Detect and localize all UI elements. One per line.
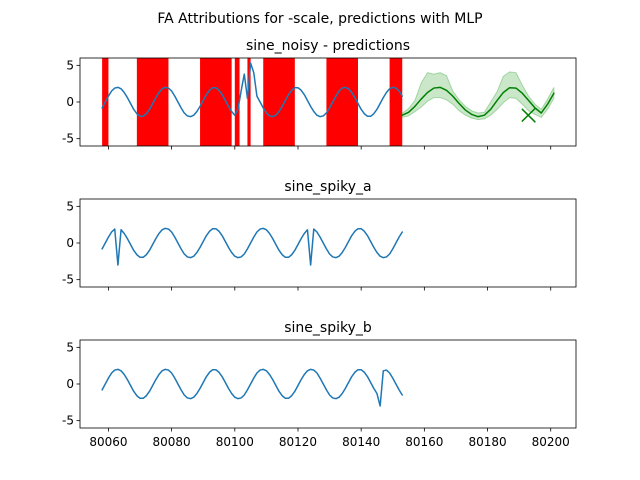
series-line: [101, 227, 403, 266]
series-line: [101, 62, 403, 118]
y-tick-label: 0: [66, 95, 74, 109]
x-tick-label: 80120: [279, 435, 317, 449]
x-tick-label: 80200: [532, 435, 570, 449]
attribution-band: [263, 58, 295, 146]
panel-title: sine_spiky_a: [284, 179, 371, 195]
prediction-interval-band: [401, 71, 555, 121]
x-tick-label: 80080: [153, 435, 191, 449]
x-tick-label: 80160: [405, 435, 443, 449]
y-tick-label: 0: [66, 377, 74, 391]
panel-sine-spiky-b: -5 0 5 80060 80080 80100 80120 80140 80160 80180 8…: [62, 320, 577, 449]
panel-sine-spiky-a: -5 0 5 sine_spiky_a: [62, 179, 577, 291]
figure-suptitle: FA Attributions for -scale, predictions …: [157, 11, 482, 27]
plot-area: [101, 227, 403, 266]
y-tick-label: 5: [66, 340, 74, 354]
x-tick-label: 80060: [89, 435, 127, 449]
attribution-band: [389, 58, 403, 146]
y-tick-label: 0: [66, 236, 74, 250]
prediction-line: [401, 86, 555, 118]
panel-sine-noisy: -5 0 5 sine_noisy - predictions: [62, 38, 577, 150]
x-tick-label: 80180: [468, 435, 506, 449]
y-tick-label: -5: [62, 132, 74, 146]
y-tick-label: -5: [62, 414, 74, 428]
prediction-line: [521, 108, 536, 123]
x-tick-label: 80140: [342, 435, 380, 449]
attribution-band: [326, 58, 359, 146]
plot-area: [101, 58, 555, 146]
panel-title: sine_noisy - predictions: [246, 38, 410, 54]
attribution-band: [234, 58, 240, 146]
y-tick-label: -5: [62, 273, 74, 287]
series-line: [101, 368, 403, 407]
plot-area: [101, 368, 403, 407]
attribution-band: [247, 58, 251, 146]
y-tick-label: 5: [66, 199, 74, 213]
panel-title: sine_spiky_b: [284, 320, 372, 336]
x-tick-label: 80100: [216, 435, 254, 449]
y-tick-label: 5: [66, 58, 74, 72]
